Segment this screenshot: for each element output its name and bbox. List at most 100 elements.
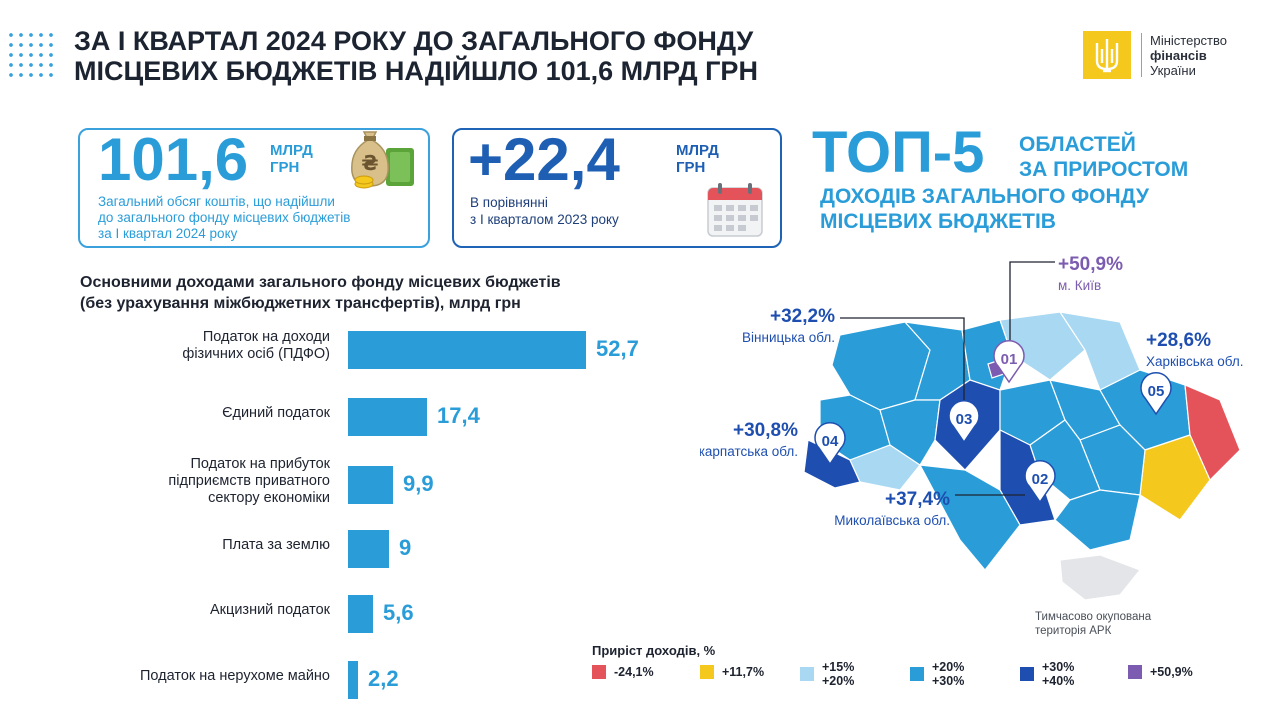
occupied-note-line-1: Тимчасово окупована <box>1035 611 1152 623</box>
top5-side-line-1: ОБЛАСТЕЙ <box>1019 133 1136 156</box>
growth-value: +22,4 <box>468 126 620 193</box>
region-name-01: м. Київ <box>1058 278 1101 293</box>
category-label-2: Єдиний податок <box>222 404 330 421</box>
legend-swatch <box>1128 665 1142 679</box>
top5-side-text: ОБЛАСТЕЙ ЗА ПРИРОСТОМ <box>1019 132 1188 182</box>
growth-desc-line-1: В порівнянні <box>470 195 548 210</box>
region-growth-value-01: +50,9% <box>1058 254 1123 275</box>
growth-description: В порівнянні з І кварталом 2023 року <box>470 194 690 228</box>
region-kherson-zaporizhzhia <box>1054 489 1141 551</box>
legend-item-5: +30% +40% <box>1020 660 1074 688</box>
category-label-4: Плата за землю <box>222 536 330 553</box>
chart-title: Основними доходами загального фонду місц… <box>80 272 680 314</box>
page-title: ЗА І КВАРТАЛ 2024 РОКУ ДО ЗАГАЛЬНОГО ФОН… <box>74 26 894 86</box>
bar-value-label-2: 17,4 <box>437 403 480 428</box>
total-desc-line-2: до загального фонду місцевих бюджетів <box>98 210 351 225</box>
growth-card: +22,4 МЛРД ГРН В порівнянні з І квартало… <box>452 128 782 248</box>
svg-text:05: 05 <box>1148 383 1165 400</box>
growth-unit-line-1: МЛРД <box>676 142 719 159</box>
legend-swatch <box>592 665 606 679</box>
bar-5 <box>348 595 373 633</box>
map-pin-03: 03 <box>948 400 980 444</box>
top5-sub-line-2: МІСЦЕВИХ БЮДЖЕТІВ <box>820 210 1056 233</box>
region-growth-value-04: +30,8% <box>733 420 798 441</box>
map-pin-04: 04 <box>814 422 846 466</box>
top5-subtitle: ДОХОДІВ ЗАГАЛЬНОГО ФОНДУ МІСЦЕВИХ БЮДЖЕТ… <box>820 184 1149 234</box>
total-value: 101,6 <box>98 126 249 193</box>
bar-4 <box>348 530 389 568</box>
total-unit: МЛРД ГРН <box>270 142 313 176</box>
bar-6 <box>348 661 358 699</box>
legend-item-6: +50,9% <box>1128 665 1193 679</box>
category-label-5: Акцизний податок <box>210 601 330 618</box>
logo-divider <box>1141 33 1142 77</box>
svg-text:04: 04 <box>822 433 839 450</box>
ministry-logo: Міністерство фінансів України <box>1083 30 1253 80</box>
legend-swatch <box>700 665 714 679</box>
svg-text:01: 01 <box>1001 351 1018 368</box>
money-bag-icon: ₴ <box>342 122 418 192</box>
total-desc-line-3: за І квартал 2024 року <box>98 226 238 241</box>
logo-line-3: України <box>1150 62 1196 78</box>
logo-line-1: Міністерство <box>1150 32 1227 48</box>
bar-2 <box>348 398 427 436</box>
region-name-03: Вінницька обл. <box>742 330 835 345</box>
growth-unit-line-2: ГРН <box>676 159 706 176</box>
map-pin-02: 02 <box>1024 460 1056 504</box>
logo-line-2: фінансів <box>1150 47 1207 63</box>
legend-item-4: +20% +30% <box>910 660 964 688</box>
top5-sub-line-1: ДОХОДІВ ЗАГАЛЬНОГО ФОНДУ <box>820 185 1149 208</box>
leader-line-01 <box>1009 261 1055 345</box>
legend-label: +30% +40% <box>1042 660 1075 688</box>
decorative-dots <box>6 30 58 80</box>
svg-text:₴: ₴ <box>361 151 378 175</box>
chart-title-line-1: Основними доходами загального фонду місц… <box>80 274 561 291</box>
legend-item-2: +11,7% <box>700 665 764 679</box>
total-revenue-card: 101,6 МЛРД ГРН ₴ Загальний обсяг коштів,… <box>78 128 430 248</box>
legend-label: +20% +30% <box>932 660 965 688</box>
title-line-2: МІСЦЕВИХ БЮДЖЕТІВ НАДІЙШЛО 101,6 МЛРД ГР… <box>74 56 758 86</box>
total-description: Загальний обсяг коштів, що надійшли до з… <box>98 194 398 242</box>
svg-text:02: 02 <box>1032 471 1049 488</box>
top5-heading: ТОП-5 ОБЛАСТЕЙ ЗА ПРИРОСТОМ ДОХОДІВ ЗАГА… <box>812 122 1252 242</box>
region-crimea <box>1059 554 1141 601</box>
bar-value-label-3: 9,9 <box>403 471 434 496</box>
calendar-icon <box>704 180 766 240</box>
region-zakarpattia <box>803 439 861 489</box>
region-growth-value-03: +32,2% <box>770 306 835 327</box>
logo-text: Міністерство фінансів України <box>1150 33 1227 78</box>
trident-icon <box>1083 31 1131 79</box>
region-name-02: Миколаївська обл. <box>834 513 950 528</box>
category-label-1: Податок на доходи фізичних осіб (ПДФО) <box>182 329 330 362</box>
legend-item-1: -24,1% <box>592 665 654 679</box>
title-line-1: ЗА І КВАРТАЛ 2024 РОКУ ДО ЗАГАЛЬНОГО ФОН… <box>74 26 754 56</box>
occupied-note-line-2: територія АРК <box>1035 625 1112 637</box>
total-unit-line-2: ГРН <box>270 159 300 176</box>
region-odesa <box>918 464 1021 571</box>
svg-text:03: 03 <box>956 411 973 428</box>
bar-value-label-4: 9 <box>399 535 412 560</box>
bar-value-label-1: 52,7 <box>596 336 639 361</box>
legend-label: +50,9% <box>1150 665 1193 679</box>
bar-value-label-5: 5,6 <box>383 600 414 625</box>
legend-label: +11,7% <box>722 665 765 679</box>
category-label-3: Податок на прибуток підприємств приватног… <box>168 455 330 506</box>
bar-1 <box>348 331 586 369</box>
region-name-05: Харківська обл. <box>1146 354 1243 369</box>
legend-swatch <box>800 667 814 681</box>
leader-line-03 <box>840 317 965 405</box>
legend-label: -24,1% <box>614 665 654 679</box>
occupied-note: Тимчасово окупована територія АРК <box>1035 610 1195 638</box>
region-growth-value-02: +37,4% <box>885 489 950 510</box>
region-name-04: Закарпатська обл. <box>700 444 798 459</box>
total-desc-line-1: Загальний обсяг коштів, що надійшли <box>98 194 335 209</box>
map-pin-05: 05 <box>1140 372 1172 416</box>
legend-label: +15% +20% <box>822 660 855 688</box>
category-label-6: Податок на нерухоме майно <box>139 667 330 684</box>
region-ivano-frankivsk <box>849 444 921 491</box>
top5-big-text: ТОП-5 <box>812 120 985 185</box>
legend-swatch <box>910 667 924 681</box>
legend-swatch <box>1020 667 1034 681</box>
ukraine-map: 01 +50,9% м. Київ 02 +37,4% Миколаївська обл.… <box>700 254 1243 601</box>
top5-side-line-2: ЗА ПРИРОСТОМ <box>1019 158 1189 181</box>
